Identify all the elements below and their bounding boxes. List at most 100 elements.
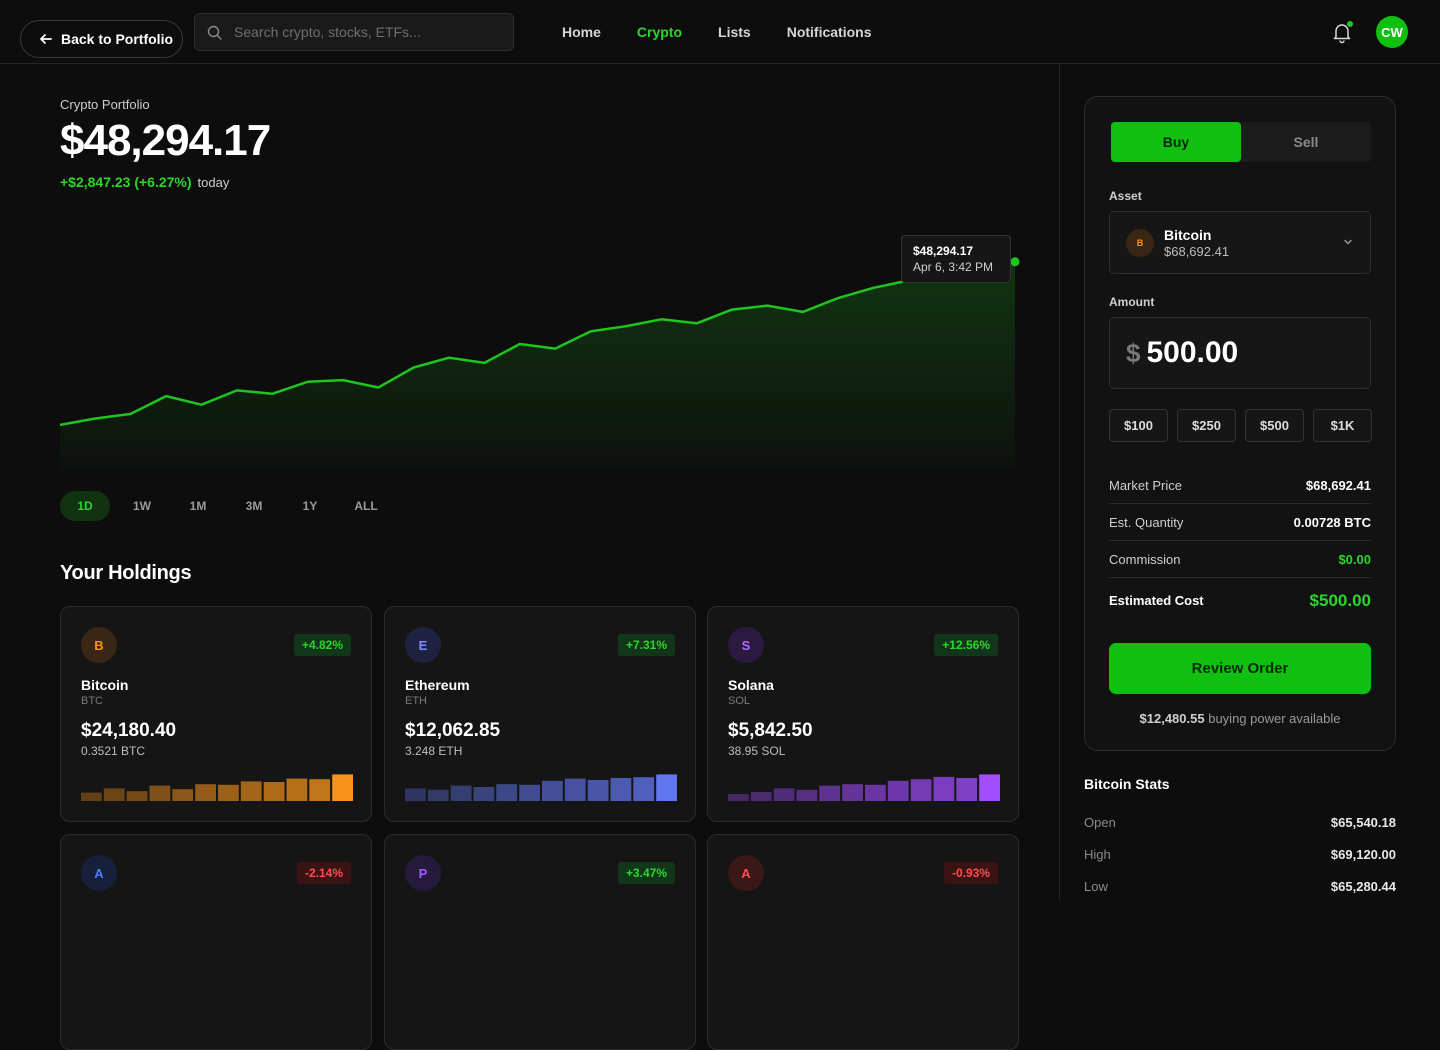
sparkbar	[956, 778, 978, 801]
asset-price: $68,692.41	[1164, 244, 1230, 259]
asset-label: Asset	[1109, 189, 1142, 203]
range-1d[interactable]: 1D	[60, 491, 110, 521]
coin-icon: P	[405, 855, 441, 891]
estimated-cost-label: Estimated Cost	[1109, 593, 1204, 608]
notification-dot	[1347, 21, 1353, 27]
chevron-down-icon	[1344, 239, 1352, 245]
user-avatar[interactable]: CW	[1376, 16, 1408, 48]
change-badge: +4.82%	[293, 634, 351, 656]
change-badge: +7.31%	[617, 634, 675, 656]
holding-quantity: 38.95 SOL	[728, 744, 786, 758]
search-input[interactable]	[234, 24, 494, 40]
sparkbar	[933, 776, 955, 801]
asset-name: Bitcoin	[1164, 227, 1212, 243]
stats-title: Bitcoin Stats	[1084, 776, 1170, 792]
coin-icon: E	[405, 627, 441, 663]
sparkbar	[610, 778, 632, 801]
holding-name: Bitcoin	[81, 677, 129, 693]
sparkbar	[263, 782, 285, 801]
sell-tab[interactable]: Sell	[1293, 134, 1319, 150]
range-1m[interactable]: 1M	[189, 499, 207, 513]
sparkbar	[865, 784, 886, 801]
holdings-title: Your Holdings	[60, 562, 192, 584]
est-quantity-label: Est. Quantity	[1109, 514, 1184, 530]
chart-line	[60, 260, 1016, 427]
back-label: Back to Portfolio	[61, 31, 174, 47]
coin-icon: A	[81, 855, 117, 891]
holding-card[interactable]: A -0.93%	[707, 834, 1019, 1050]
holding-symbol: ETH	[405, 695, 427, 707]
nav-notifications[interactable]: Notifications	[786, 24, 872, 40]
sparkbar	[796, 789, 818, 801]
portfolio-chart[interactable]	[60, 230, 1020, 470]
market-price-value: $68,692.41	[1305, 477, 1371, 493]
holding-card[interactable]: E +7.31% Ethereum ETH $12,062.85 3.248 ETH	[384, 606, 696, 822]
change-badge: -2.14%	[296, 862, 351, 884]
holding-card[interactable]: B +4.82% Bitcoin BTC $24,180.40 0.3521 BTC	[60, 606, 372, 822]
buy-tab[interactable]: Buy	[1111, 122, 1241, 162]
sparkbar	[633, 777, 655, 801]
sparkbar	[564, 778, 586, 801]
tooltip-date: Apr 6, 3:42 PM	[913, 260, 994, 274]
sparkbar-chart	[81, 774, 353, 801]
range-1y[interactable]: 1Y	[302, 499, 318, 513]
buy-sell-toggle: Buy Sell	[1111, 122, 1371, 162]
time-range-selector: 1D 1W 1M 3M 1Y ALL	[60, 491, 394, 521]
holding-quantity: 3.248 ETH	[405, 744, 463, 758]
quick-amount-500[interactable]: $500	[1245, 409, 1304, 442]
search-bar[interactable]	[194, 13, 514, 51]
market-price-label: Market Price	[1109, 477, 1182, 493]
amount-input[interactable]: $ 500.00	[1109, 317, 1371, 389]
chart-end-point	[1010, 257, 1020, 267]
nav-lists[interactable]: Lists	[718, 24, 751, 40]
back-to-portfolio-button[interactable]: Back to Portfolio	[20, 20, 183, 58]
sparkbar	[149, 785, 171, 801]
sparkbar	[542, 780, 563, 801]
holding-value: $12,062.85	[405, 720, 501, 741]
search-icon	[207, 25, 222, 40]
stat-high-label: High	[1084, 846, 1111, 862]
stat-open-label: Open	[1084, 814, 1116, 830]
sparkbar	[473, 787, 495, 801]
quick-amount-1k[interactable]: $1K	[1313, 409, 1372, 442]
sparkbar	[218, 784, 239, 801]
stat-open-value: $65,540.18	[1330, 814, 1396, 830]
holding-symbol: SOL	[728, 695, 751, 707]
nav-home[interactable]: Home	[562, 24, 601, 40]
asset-selector[interactable]: B Bitcoin $68,692.41	[1109, 211, 1371, 274]
sparkbar	[332, 774, 353, 801]
range-1w[interactable]: 1W	[133, 499, 151, 513]
review-order-button[interactable]: Review Order	[1109, 643, 1371, 694]
buying-power-text: buying power available	[1208, 711, 1341, 726]
commission-value: $0.00	[1338, 551, 1371, 567]
holding-card[interactable]: P +3.47%	[384, 834, 696, 1050]
estimated-cost-row: Estimated Cost $500.00	[1109, 578, 1371, 623]
sparkbar	[126, 791, 148, 801]
quick-amount-100[interactable]: $100	[1109, 409, 1168, 442]
sparkbar	[819, 785, 841, 801]
sparkbar	[427, 789, 449, 801]
holding-name: Ethereum	[405, 677, 470, 693]
stat-high: High $69,120.00	[1084, 838, 1396, 870]
nav-crypto[interactable]: Crypto	[636, 24, 683, 40]
sparkbar	[910, 779, 932, 801]
holding-card[interactable]: A -2.14%	[60, 834, 372, 1050]
tooltip-value: $48,294.17	[913, 244, 974, 258]
holding-card[interactable]: S +12.56% Solana SOL $5,842.50 38.95 SOL	[707, 606, 1019, 822]
chart-tooltip: $48,294.17 Apr 6, 3:42 PM	[901, 235, 1011, 283]
main-nav: Home Crypto Lists Notifications	[562, 0, 872, 64]
sparkbar	[405, 788, 426, 801]
sparkbar-chart	[728, 774, 1000, 801]
top-bar: Back to Portfolio Home Crypto Lists Noti…	[0, 0, 1440, 64]
coin-icon: A	[728, 855, 764, 891]
bell-icon[interactable]	[1330, 20, 1354, 44]
stat-open: Open $65,540.18	[1084, 806, 1396, 838]
holding-name: Solana	[728, 677, 774, 693]
arrow-left-icon	[40, 34, 52, 44]
range-3m[interactable]: 3M	[245, 499, 263, 513]
sparkbar	[979, 774, 1000, 801]
sparkbar	[656, 774, 677, 801]
quick-amount-250[interactable]: $250	[1177, 409, 1236, 442]
amount-label: Amount	[1109, 295, 1155, 309]
range-all[interactable]: ALL	[354, 499, 378, 513]
